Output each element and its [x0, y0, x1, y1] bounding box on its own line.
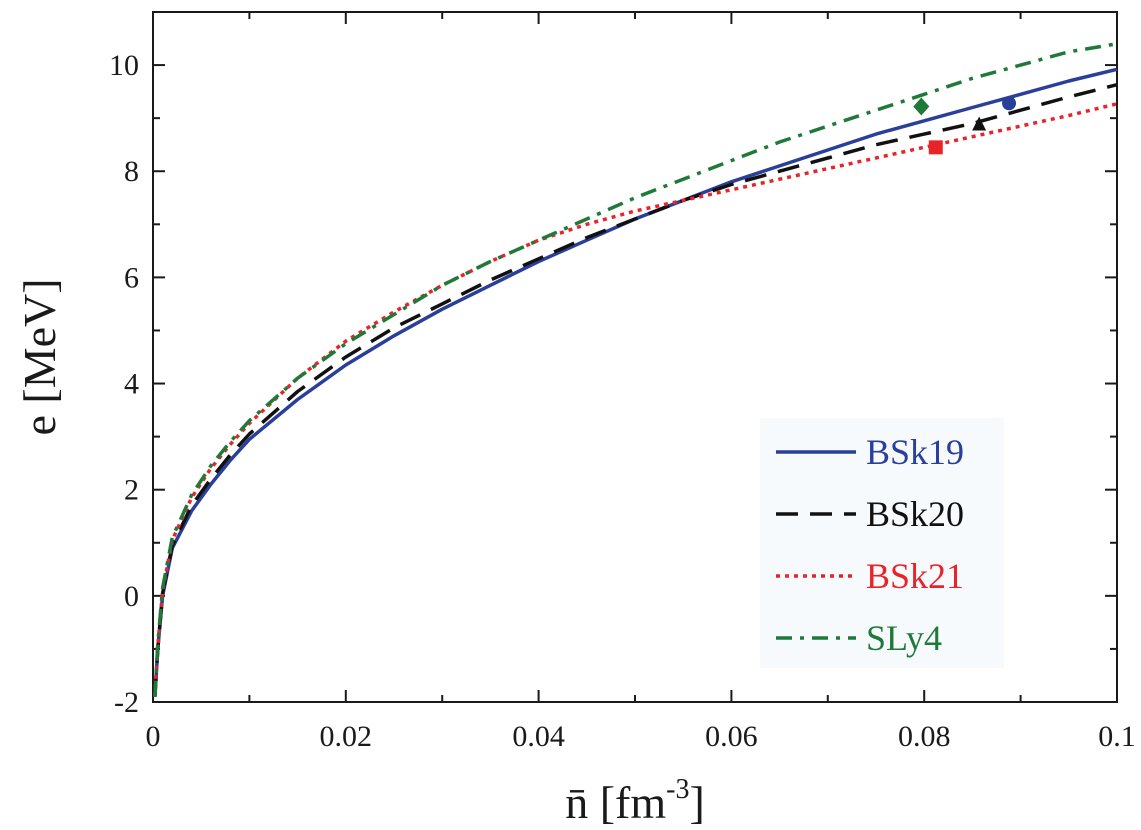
x-axis-label-main: n̄ [fm — [565, 777, 666, 828]
series-line-bsk20 — [153, 83, 1118, 697]
markers-layer — [913, 96, 1017, 155]
x-tick-label: 0.06 — [705, 720, 758, 753]
marker-bsk19 — [1002, 96, 1017, 111]
y-tick-label: 2 — [124, 474, 139, 507]
x-axis-label-superscript: -3 — [666, 774, 689, 805]
x-axis-label: n̄ [fm-3] — [565, 774, 705, 828]
legend-label-bsk21: BSk21 — [866, 556, 964, 596]
x-tick-label: 0.1 — [1098, 720, 1136, 753]
x-tick-label: 0 — [146, 720, 161, 753]
x-axis-label-suffix: ] — [689, 777, 704, 828]
y-tick-label: 6 — [124, 261, 139, 294]
legend-box — [760, 418, 1004, 668]
series-layer — [153, 42, 1118, 697]
legend: BSk19 BSk20 BSk21 SLy4 — [760, 418, 1004, 668]
y-tick-label: 4 — [124, 368, 139, 401]
series-line-bsk19 — [153, 67, 1118, 697]
x-tick-label: 0.04 — [512, 720, 565, 753]
y-tick-label: 0 — [124, 580, 139, 613]
series-line-sly4 — [153, 42, 1118, 697]
legend-label-bsk20: BSk20 — [866, 494, 964, 534]
y-tick-label: 10 — [109, 49, 139, 82]
y-tick-label: 8 — [124, 155, 139, 188]
y-tick-label: -2 — [114, 686, 139, 719]
legend-label-bsk19: BSk19 — [866, 432, 964, 472]
series-line-bsk21 — [153, 102, 1118, 697]
marker-bsk20 — [972, 116, 987, 131]
legend-label-sly4: SLy4 — [866, 618, 942, 658]
y-axis-label: e [MeV] — [14, 278, 65, 435]
marker-sly4 — [913, 97, 930, 116]
x-tick-label: 0.08 — [898, 720, 951, 753]
x-tick-label: 0.02 — [320, 720, 373, 753]
marker-bsk21 — [928, 140, 943, 155]
